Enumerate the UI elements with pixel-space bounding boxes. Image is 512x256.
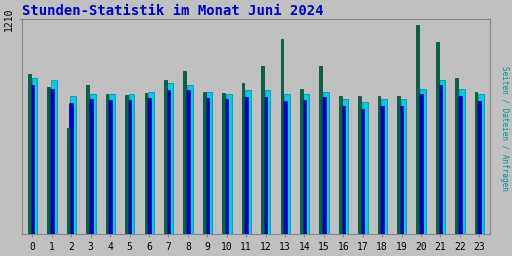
Bar [244, 97, 248, 234]
Bar [438, 85, 442, 234]
Bar [32, 78, 37, 234]
Bar [265, 90, 270, 234]
Bar [322, 98, 326, 234]
Bar [339, 96, 342, 234]
Bar [459, 89, 465, 234]
Bar [242, 83, 244, 234]
Bar [302, 100, 306, 234]
Bar [88, 99, 93, 234]
Bar [226, 94, 231, 234]
Bar [90, 94, 96, 234]
Bar [455, 78, 458, 234]
Bar [418, 94, 423, 234]
Bar [203, 92, 205, 234]
Bar [381, 99, 387, 234]
Bar [439, 80, 445, 234]
Bar [167, 83, 173, 234]
Bar [360, 109, 365, 234]
Bar [281, 39, 283, 234]
Bar [127, 100, 132, 234]
Bar [323, 92, 329, 234]
Bar [51, 80, 57, 234]
Bar [379, 106, 384, 234]
Bar [109, 94, 115, 234]
Bar [300, 89, 303, 234]
Bar [185, 90, 189, 234]
Bar [69, 103, 73, 234]
Bar [416, 25, 419, 234]
Bar [436, 42, 439, 234]
Bar [400, 99, 407, 234]
Bar [304, 94, 309, 234]
Text: Stunden-Statistik im Monat Juni 2024: Stunden-Statistik im Monat Juni 2024 [22, 4, 323, 18]
Bar [67, 128, 70, 234]
Bar [129, 94, 135, 234]
Bar [48, 87, 50, 234]
Bar [397, 96, 400, 234]
Bar [475, 92, 478, 234]
Bar [284, 94, 290, 234]
Bar [378, 96, 380, 234]
Bar [477, 101, 481, 234]
Bar [144, 93, 147, 234]
Bar [478, 94, 484, 234]
Bar [166, 90, 170, 234]
Bar [224, 99, 228, 234]
Bar [87, 85, 89, 234]
Bar [108, 100, 112, 234]
Bar [206, 92, 212, 234]
Bar [457, 96, 461, 234]
Bar [148, 92, 154, 234]
Bar [358, 96, 361, 234]
Bar [105, 94, 109, 234]
Bar [420, 89, 426, 234]
Bar [343, 99, 348, 234]
Bar [146, 98, 151, 234]
Bar [222, 93, 225, 234]
Text: Seiten / Dateien / Anfragen: Seiten / Dateien / Anfragen [500, 66, 509, 190]
Bar [30, 85, 34, 234]
Bar [125, 95, 128, 234]
Bar [28, 74, 31, 234]
Bar [70, 96, 76, 234]
Bar [399, 106, 403, 234]
Bar [164, 80, 167, 234]
Bar [49, 89, 54, 234]
Bar [341, 106, 345, 234]
Bar [187, 85, 193, 234]
Bar [263, 98, 267, 234]
Bar [205, 98, 209, 234]
Bar [183, 71, 186, 234]
Bar [261, 66, 264, 234]
Bar [361, 102, 368, 234]
Bar [245, 90, 251, 234]
Bar [319, 66, 322, 234]
Bar [283, 101, 287, 234]
